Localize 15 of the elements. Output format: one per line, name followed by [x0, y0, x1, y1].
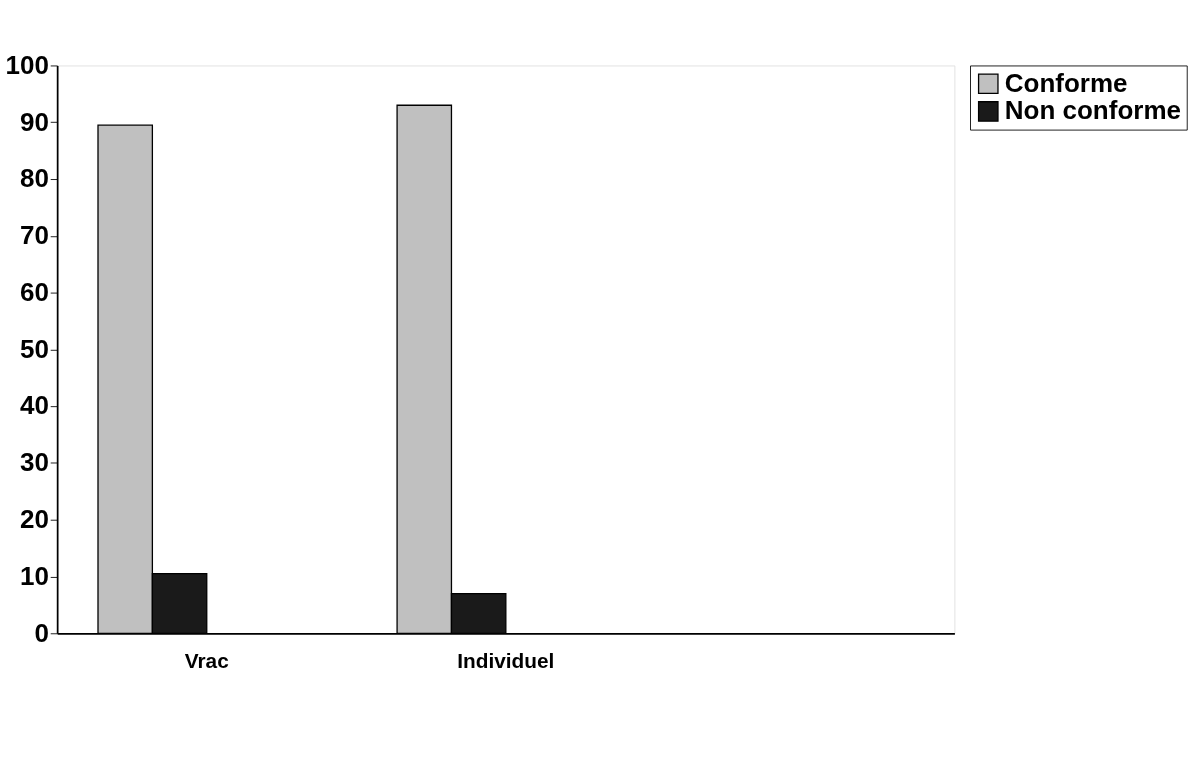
y-tick-label: 80 — [20, 163, 49, 194]
y-tick-label: 50 — [20, 333, 49, 364]
legend-label: Conforme — [1004, 67, 1128, 98]
y-tick-label: 60 — [20, 276, 49, 307]
y-tick-label: 10 — [20, 560, 49, 591]
y-tick-label: 0 — [34, 617, 49, 648]
y-tick-label: 90 — [20, 106, 49, 137]
y-tick-label: 20 — [20, 504, 49, 535]
x-tick-label: Individuel — [457, 648, 555, 672]
legend-label: Non conforme — [1004, 95, 1181, 126]
y-tick-label: 30 — [20, 447, 49, 478]
y-tick-label: 70 — [20, 220, 49, 251]
y-tick-label: 40 — [20, 390, 49, 421]
y-tick-label: 100 — [5, 49, 49, 80]
x-tick-label: Vrac — [184, 648, 229, 672]
